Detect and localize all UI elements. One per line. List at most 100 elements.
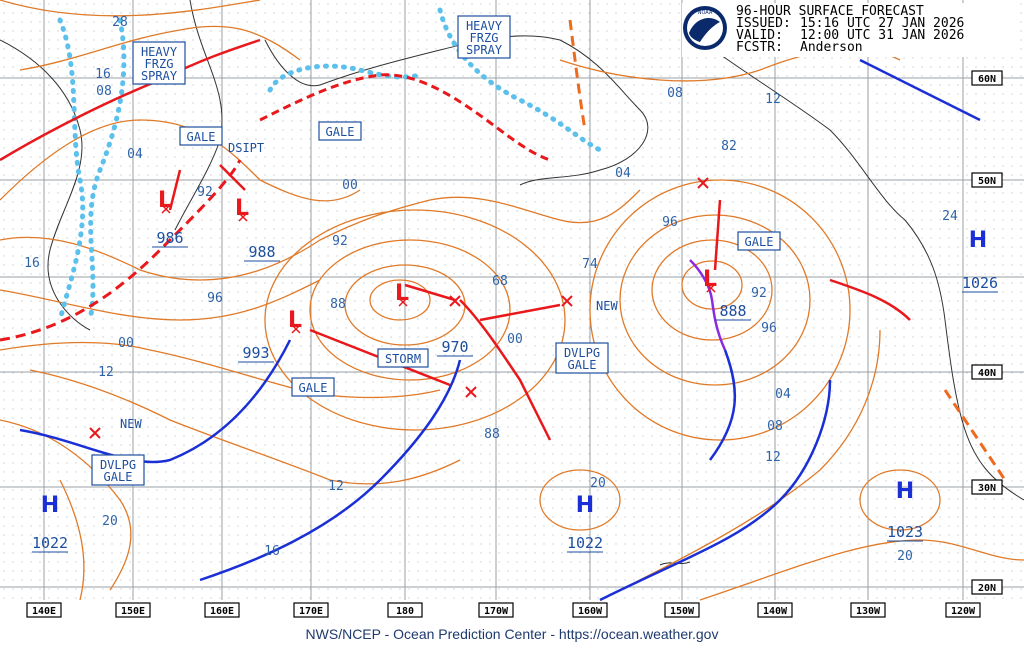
storm-text: STORM bbox=[385, 352, 421, 366]
isobar-label: 28 bbox=[112, 15, 128, 30]
central-pressure: 1022 bbox=[32, 534, 68, 552]
isobar-label: 12 bbox=[765, 450, 781, 465]
isobar-label: 08 bbox=[96, 84, 112, 99]
heavy-frzg-spray-west-text: SPRAY bbox=[141, 69, 178, 83]
heavy-frzg-spray-west-text: HEAVY bbox=[141, 45, 178, 59]
central-pressure: 970 bbox=[441, 338, 468, 356]
central-pressure: 1022 bbox=[567, 534, 603, 552]
new-label-central: NEW bbox=[596, 299, 618, 313]
dvlpg-gale-central-text: GALE bbox=[568, 358, 597, 372]
central-pressure: 1026 bbox=[962, 274, 998, 292]
forecaster-label: FCSTR: bbox=[736, 40, 783, 55]
dsipt-label: DSIPT bbox=[228, 141, 264, 155]
valid-value: 12:00 UTC 31 JAN 2026 bbox=[800, 28, 964, 43]
isobar-label: 20 bbox=[897, 549, 913, 564]
high-pressure-center: H bbox=[896, 479, 914, 504]
isobar-label: 04 bbox=[127, 147, 143, 162]
forecaster-value: Anderson bbox=[800, 40, 863, 55]
isobar-label: 00 bbox=[118, 336, 134, 351]
lon-label: 140W bbox=[763, 606, 788, 617]
isobar-label: 96 bbox=[207, 291, 223, 306]
lon-label-box bbox=[204, 602, 240, 618]
high-pressure-center: H bbox=[576, 493, 594, 518]
noaa-logo-text: NOAA bbox=[698, 10, 713, 16]
lat-label-box bbox=[971, 172, 1003, 188]
high-pressure-center: H bbox=[41, 493, 59, 518]
issued-value: 15:16 UTC 27 JAN 2026 bbox=[800, 16, 964, 31]
dvlpg-gale-central-text: DVLPG bbox=[564, 346, 600, 360]
isobar-label: 04 bbox=[615, 166, 631, 181]
lon-label-box bbox=[478, 602, 514, 618]
heavy-frzg-spray-east-text: SPRAY bbox=[466, 43, 503, 57]
gale-east-text: GALE bbox=[745, 235, 774, 249]
central-pressure: 1023 bbox=[887, 523, 923, 541]
heavy-frzg-spray-east-box bbox=[457, 15, 511, 59]
map-background bbox=[0, 0, 1024, 600]
lon-label: 160E bbox=[210, 606, 234, 617]
lat-label-box bbox=[971, 364, 1003, 380]
isobar-label: 12 bbox=[98, 365, 114, 380]
dvlpg-gale-west-text: DVLPG bbox=[100, 458, 136, 472]
central-pressure: 888 bbox=[719, 302, 746, 320]
heavy-frzg-spray-west-box bbox=[132, 41, 186, 85]
lat-label: 60N bbox=[978, 74, 996, 85]
lon-label: 120W bbox=[951, 606, 976, 617]
gale-aleutian-text: GALE bbox=[326, 125, 355, 139]
lat-label: 40N bbox=[978, 368, 996, 379]
low-center-x-mark bbox=[706, 283, 716, 293]
lon-label: 170E bbox=[299, 606, 323, 617]
isobar-label: 92 bbox=[197, 185, 213, 200]
lon-label: 150W bbox=[670, 606, 695, 617]
lon-label: 130W bbox=[856, 606, 881, 617]
isobar-label: 74 bbox=[582, 257, 598, 272]
latitude-axis: 60N 40N 30N 20N 50N bbox=[971, 70, 1003, 595]
gale-central-text: GALE bbox=[299, 381, 328, 395]
isobar-label: 96 bbox=[662, 215, 678, 230]
lon-label: 160W bbox=[578, 606, 603, 617]
central-pressure: 986 bbox=[156, 229, 183, 247]
isobar-label: 16 bbox=[264, 544, 280, 559]
gale-central-box bbox=[291, 377, 335, 397]
lon-label: 180 bbox=[396, 606, 414, 617]
lat-label-box bbox=[971, 479, 1003, 495]
storm-tracks bbox=[168, 164, 722, 387]
lon-label-box bbox=[945, 602, 981, 618]
isobar-label: 16 bbox=[24, 256, 40, 271]
isobar-label: 00 bbox=[507, 332, 523, 347]
gale-kuril-text: GALE bbox=[187, 130, 216, 144]
isobar-label: 08 bbox=[667, 86, 683, 101]
gale-kuril-box bbox=[179, 126, 223, 146]
isobar-label: 12 bbox=[328, 479, 344, 494]
isobar-label: 12 bbox=[765, 92, 781, 107]
isobar-label: 68 bbox=[492, 274, 508, 289]
isobar-label: 04 bbox=[775, 387, 791, 402]
lon-label-box bbox=[115, 602, 151, 618]
storm-box bbox=[377, 348, 429, 368]
lon-label: 150E bbox=[121, 606, 145, 617]
dvlpg-gale-west-box bbox=[91, 454, 145, 486]
high-pressure-center: H bbox=[969, 228, 987, 253]
valid-label: VALID: bbox=[736, 28, 783, 43]
isobar-label: 00 bbox=[342, 178, 358, 193]
isobar-label: 88 bbox=[484, 427, 500, 442]
lon-label-box bbox=[293, 602, 329, 618]
issued-label: ISSUED: bbox=[736, 16, 791, 31]
heavy-frzg-spray-west-text: FRZG bbox=[145, 57, 174, 71]
lat-label: 20N bbox=[978, 583, 996, 594]
lon-label-box bbox=[572, 602, 608, 618]
fronts bbox=[0, 19, 1007, 602]
gale-east-box bbox=[737, 231, 781, 251]
central-pressure: 988 bbox=[248, 243, 275, 261]
track-end-markers bbox=[89, 177, 709, 439]
lon-label-box bbox=[26, 602, 62, 618]
isobar-label: 24 bbox=[942, 209, 958, 224]
isobar-label: 16 bbox=[95, 67, 111, 82]
isobar-label: 82 bbox=[721, 139, 737, 154]
low-center-x-mark bbox=[291, 324, 301, 334]
low-center-x-mark bbox=[161, 204, 171, 214]
isobar-label: 96 bbox=[761, 321, 777, 336]
lat-label-box bbox=[971, 579, 1003, 595]
heavy-frzg-spray-east-text: HEAVY bbox=[466, 19, 503, 33]
forecast-header: NOAA 96-HOUR SURFACE FORECAST ISSUED: 15… bbox=[682, 3, 1020, 57]
lon-label: 140E bbox=[32, 606, 56, 617]
